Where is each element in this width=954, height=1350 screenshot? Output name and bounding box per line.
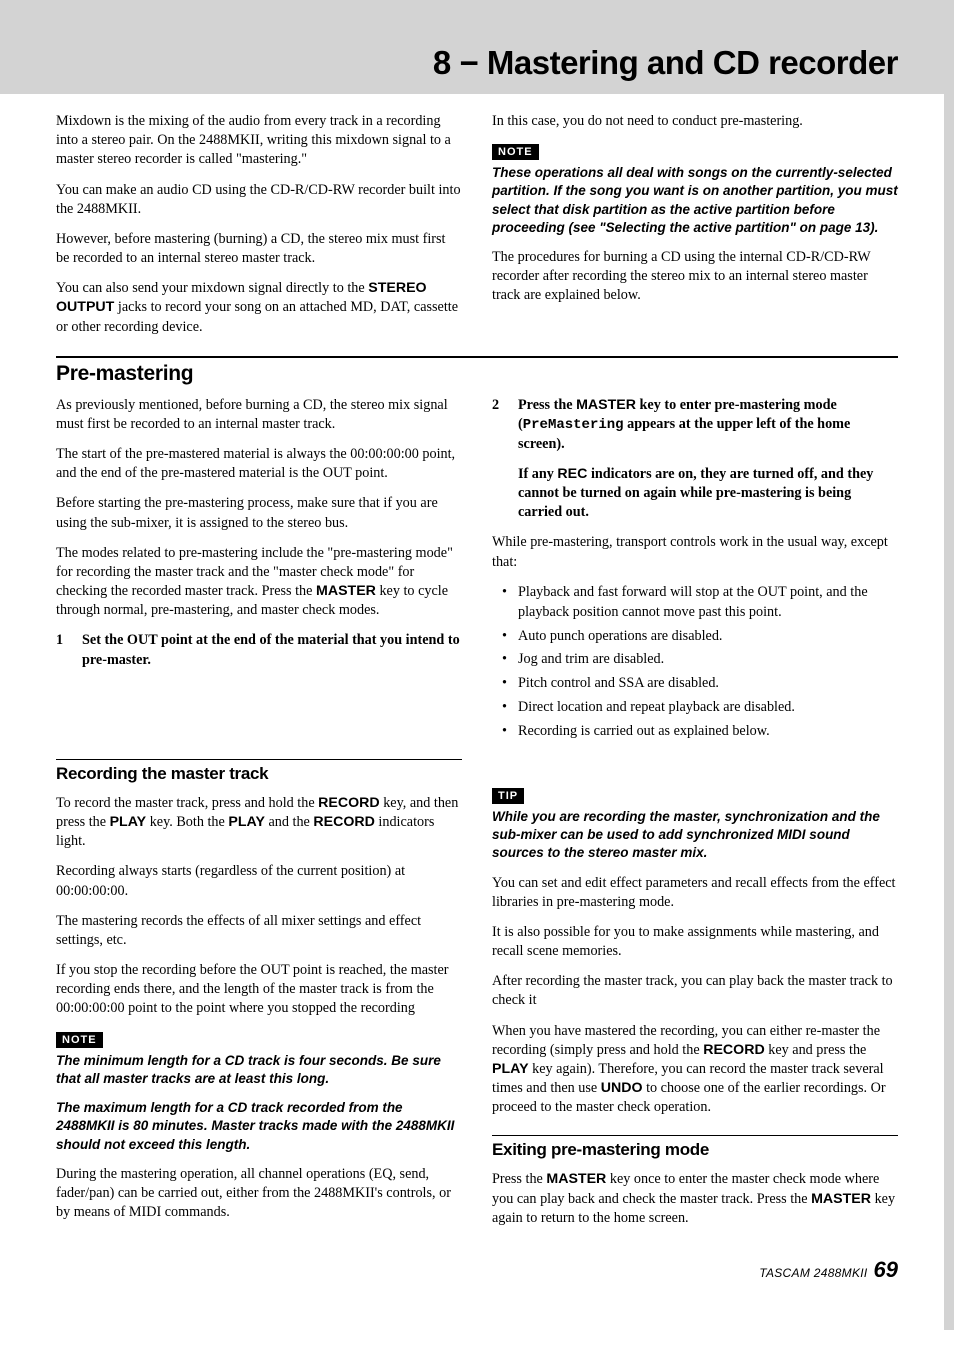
content: Mixdown is the mixing of the audio from … [0, 94, 954, 1239]
chapter-title: 8 − Mastering and CD recorder [433, 44, 898, 82]
intro-r-p2: The procedures for burning a CD using th… [492, 248, 898, 306]
intro-columns: Mixdown is the mixing of the audio from … [56, 112, 898, 348]
bullet-item: Pitch control and SSA are disabled. [502, 674, 898, 694]
premaster-left: As previously mentioned, before burning … [56, 396, 462, 753]
rec-p1: To record the master track, press and ho… [56, 794, 462, 852]
bullet-item: Auto punch operations are disabled. [502, 627, 898, 647]
step-body: Press the MASTER key to enter pre-master… [518, 396, 898, 454]
step-2: 2 Press the MASTER key to enter pre-mast… [492, 396, 898, 454]
intro-left: Mixdown is the mixing of the audio from … [56, 112, 462, 348]
tip-badge: TIP [492, 788, 524, 804]
pm-p3: Before starting the pre-mastering proces… [56, 494, 462, 532]
exiting-heading: Exiting pre-mastering mode [492, 1140, 898, 1160]
intro-right: In this case, you do not need to conduct… [492, 112, 898, 348]
note-badge: NOTE [492, 144, 539, 160]
intro-note: These operations all deal with songs on … [492, 164, 898, 237]
pm-bullets: Playback and fast forward will stop at t… [502, 583, 898, 742]
rec-p3: The mastering records the effects of all… [56, 912, 462, 950]
rec-note1: The minimum length for a CD track is fou… [56, 1052, 462, 1088]
rec-p4: If you stop the recording before the OUT… [56, 961, 462, 1019]
pm-steps-left: 1 Set the OUT point at the end of the ma… [56, 631, 462, 669]
footer: TASCAM 2488MKII 69 [0, 1239, 954, 1283]
master-key-label: MASTER [316, 583, 376, 599]
exit-p1: Press the MASTER key once to enter the m… [492, 1170, 898, 1228]
header-band: 8 − Mastering and CD recorder [0, 0, 954, 94]
pm-p1: As previously mentioned, before burning … [56, 396, 462, 434]
page-edge-bar [944, 94, 954, 1330]
premaster-columns: As previously mentioned, before burning … [56, 396, 898, 753]
premaster-right: 2 Press the MASTER key to enter pre-mast… [492, 396, 898, 753]
rec-r-p2: It is also possible for you to make assi… [492, 923, 898, 961]
rec-tip: While you are recording the master, sync… [492, 808, 898, 863]
rec-r-p3: After recording the master track, you ca… [492, 972, 898, 1010]
pm-p2: The start of the pre-mastered material i… [56, 445, 462, 483]
step-body: Set the OUT point at the end of the mate… [82, 631, 462, 669]
pm-p4: The modes related to pre-mastering inclu… [56, 544, 462, 621]
recording-left: Recording the master track To record the… [56, 753, 462, 1239]
recording-right: TIP While you are recording the master, … [492, 753, 898, 1239]
rec-r-p1: You can set and edit effect parameters a… [492, 874, 898, 912]
rec-p5: During the mastering operation, all chan… [56, 1165, 462, 1223]
rec-p2: Recording always starts (regardless of t… [56, 862, 462, 900]
spacer [492, 753, 898, 786]
step-num: 1 [56, 631, 82, 669]
step2-sub: If any REC indicators are on, they are t… [518, 465, 898, 523]
bullet-item: Recording is carried out as explained be… [502, 722, 898, 742]
recording-heading: Recording the master track [56, 764, 462, 784]
intro-r-p1: In this case, you do not need to conduct… [492, 112, 898, 131]
premastering-mono: PreMastering [523, 417, 624, 433]
section-rule [56, 356, 898, 358]
premastering-heading: Pre-mastering [56, 362, 898, 386]
sub-rule [492, 1135, 898, 1136]
footer-model: TASCAM 2488MKII [759, 1266, 867, 1280]
footer-page-number: 69 [874, 1257, 898, 1283]
step-num: 2 [492, 396, 518, 454]
bullet-item: Playback and fast forward will stop at t… [502, 583, 898, 623]
bullet-item: Direct location and repeat playback are … [502, 698, 898, 718]
page: 8 − Mastering and CD recorder Mixdown is… [0, 0, 954, 1313]
step-1: 1 Set the OUT point at the end of the ma… [56, 631, 462, 669]
recording-columns: Recording the master track To record the… [56, 753, 898, 1239]
intro-p3: However, before mastering (burning) a CD… [56, 230, 462, 268]
note-badge: NOTE [56, 1032, 103, 1048]
sub-rule [56, 759, 462, 760]
intro-p4: You can also send your mixdown signal di… [56, 279, 462, 337]
pm-steps-right: 2 Press the MASTER key to enter pre-mast… [492, 396, 898, 454]
rec-r-p4: When you have mastered the recording, yo… [492, 1022, 898, 1118]
rec-note2: The maximum length for a CD track record… [56, 1099, 462, 1154]
pm-r-p1: While pre-mastering, transport controls … [492, 533, 898, 571]
bullet-item: Jog and trim are disabled. [502, 650, 898, 670]
intro-p1: Mixdown is the mixing of the audio from … [56, 112, 462, 170]
intro-p2: You can make an audio CD using the CD-R/… [56, 181, 462, 219]
